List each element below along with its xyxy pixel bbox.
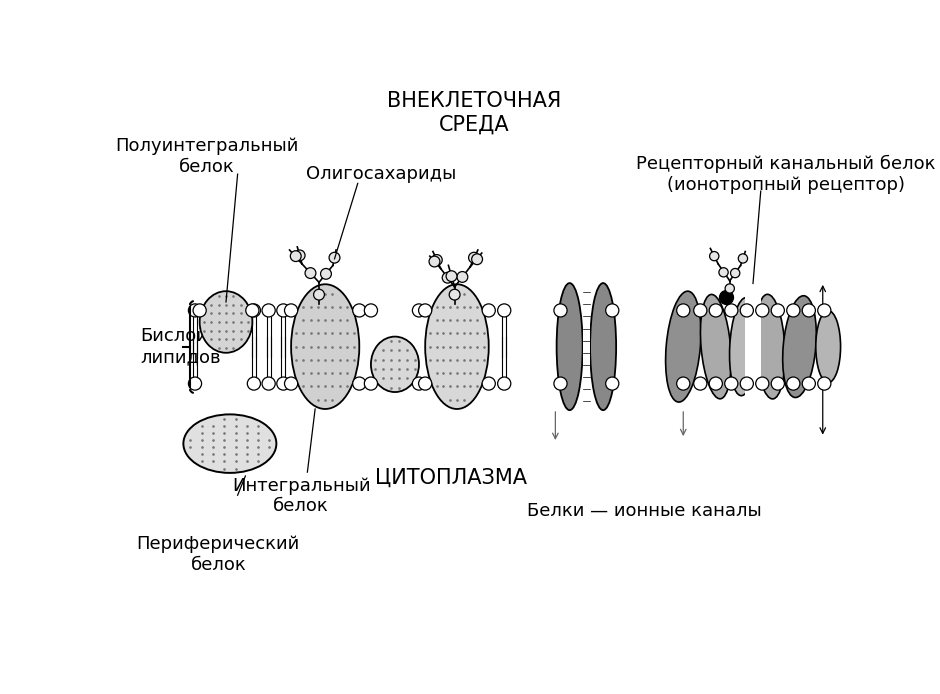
Circle shape bbox=[818, 304, 831, 317]
Circle shape bbox=[329, 253, 340, 263]
Circle shape bbox=[262, 304, 275, 317]
Circle shape bbox=[497, 377, 510, 390]
Text: Рецепторный канальный белок
(ионотропный рецептор): Рецепторный канальный белок (ионотропный… bbox=[635, 155, 935, 194]
Circle shape bbox=[413, 304, 426, 317]
Circle shape bbox=[709, 304, 722, 317]
Text: Интегральный
белок: Интегральный белок bbox=[232, 477, 370, 516]
Circle shape bbox=[188, 304, 201, 317]
Bar bbox=[583, 287, 590, 406]
Circle shape bbox=[413, 377, 426, 390]
Circle shape bbox=[554, 304, 567, 317]
Circle shape bbox=[787, 377, 800, 390]
Circle shape bbox=[605, 377, 619, 390]
Circle shape bbox=[472, 254, 482, 264]
Ellipse shape bbox=[183, 414, 276, 473]
Ellipse shape bbox=[425, 285, 489, 409]
Circle shape bbox=[285, 377, 298, 390]
Ellipse shape bbox=[783, 296, 816, 398]
Circle shape bbox=[247, 377, 260, 390]
Circle shape bbox=[247, 304, 260, 317]
Circle shape bbox=[709, 377, 722, 390]
Circle shape bbox=[290, 251, 301, 262]
Ellipse shape bbox=[700, 294, 731, 399]
Circle shape bbox=[605, 304, 619, 317]
Circle shape bbox=[418, 304, 431, 317]
Circle shape bbox=[306, 268, 316, 278]
Circle shape bbox=[740, 304, 753, 317]
Circle shape bbox=[314, 289, 324, 300]
Circle shape bbox=[710, 251, 719, 261]
Ellipse shape bbox=[590, 283, 616, 410]
Bar bbox=[745, 294, 760, 399]
Circle shape bbox=[719, 268, 728, 277]
Circle shape bbox=[365, 304, 378, 317]
Circle shape bbox=[802, 377, 815, 390]
Circle shape bbox=[738, 254, 747, 263]
Circle shape bbox=[418, 377, 431, 390]
Circle shape bbox=[482, 304, 495, 317]
Circle shape bbox=[457, 271, 468, 282]
Circle shape bbox=[352, 377, 366, 390]
Circle shape bbox=[262, 377, 275, 390]
Circle shape bbox=[352, 304, 366, 317]
Circle shape bbox=[188, 377, 201, 390]
Circle shape bbox=[787, 304, 800, 317]
Circle shape bbox=[442, 272, 453, 283]
Circle shape bbox=[321, 269, 332, 279]
Circle shape bbox=[429, 256, 440, 267]
Ellipse shape bbox=[556, 283, 583, 410]
Circle shape bbox=[725, 284, 734, 293]
Ellipse shape bbox=[371, 337, 419, 392]
Text: Белки — ионные каналы: Белки — ионные каналы bbox=[527, 502, 762, 520]
Ellipse shape bbox=[199, 291, 252, 353]
Ellipse shape bbox=[291, 285, 359, 409]
Circle shape bbox=[694, 304, 707, 317]
Circle shape bbox=[193, 304, 206, 317]
Circle shape bbox=[276, 304, 290, 317]
Ellipse shape bbox=[816, 311, 840, 382]
Circle shape bbox=[771, 377, 784, 390]
Text: Олигосахариды: Олигосахариды bbox=[306, 165, 456, 183]
Circle shape bbox=[482, 377, 495, 390]
Text: Периферический
белок: Периферический белок bbox=[136, 535, 300, 574]
Circle shape bbox=[818, 377, 831, 390]
Text: ЦИТОПЛАЗМА: ЦИТОПЛАЗМА bbox=[375, 468, 526, 487]
Circle shape bbox=[694, 377, 707, 390]
Circle shape bbox=[285, 304, 298, 317]
Circle shape bbox=[554, 377, 567, 390]
Text: ВНЕКЛЕТОЧНАЯ
СРЕДА: ВНЕКЛЕТОЧНАЯ СРЕДА bbox=[387, 91, 561, 134]
Circle shape bbox=[677, 377, 690, 390]
Text: Полуинтегральный
белок: Полуинтегральный белок bbox=[115, 137, 298, 176]
Circle shape bbox=[730, 269, 740, 278]
Circle shape bbox=[245, 304, 258, 317]
Circle shape bbox=[802, 304, 815, 317]
Ellipse shape bbox=[729, 298, 758, 396]
Circle shape bbox=[725, 377, 738, 390]
Circle shape bbox=[756, 304, 769, 317]
Circle shape bbox=[468, 253, 479, 263]
Circle shape bbox=[756, 377, 769, 390]
Circle shape bbox=[276, 377, 290, 390]
Circle shape bbox=[725, 304, 738, 317]
Circle shape bbox=[294, 250, 306, 261]
Ellipse shape bbox=[666, 291, 701, 402]
Ellipse shape bbox=[755, 294, 785, 399]
Circle shape bbox=[449, 289, 460, 300]
Circle shape bbox=[365, 377, 378, 390]
Circle shape bbox=[677, 304, 690, 317]
Circle shape bbox=[771, 304, 784, 317]
Circle shape bbox=[740, 377, 753, 390]
Circle shape bbox=[431, 255, 442, 265]
Text: Бислой
липидов: Бислой липидов bbox=[141, 327, 222, 366]
Circle shape bbox=[446, 271, 457, 282]
Circle shape bbox=[497, 304, 510, 317]
